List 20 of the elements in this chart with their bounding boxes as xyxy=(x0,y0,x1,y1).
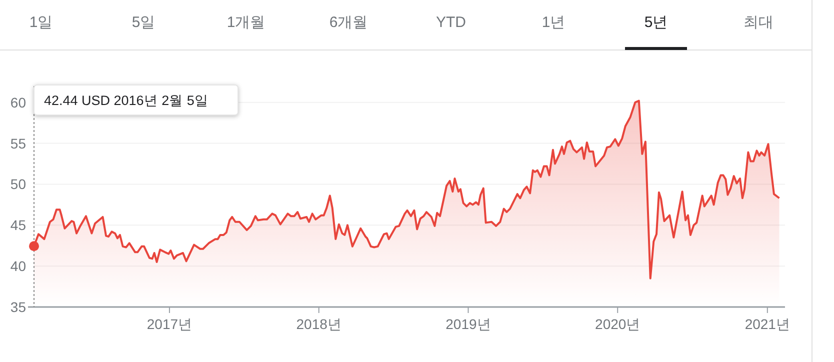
text: 5일 xyxy=(132,14,156,31)
x-tick-label: 2018년 xyxy=(296,316,342,332)
x-tick-label: 2017년 xyxy=(146,316,192,332)
y-tick-label: 50 xyxy=(10,176,26,192)
text: 1일 xyxy=(29,14,53,31)
text: YTD xyxy=(436,14,466,31)
text: 최대 xyxy=(744,14,774,31)
text: 1년 xyxy=(542,14,566,31)
annotation: 42.44 USD 2016년 2월 5일 xyxy=(44,93,208,108)
y-tick-label: 45 xyxy=(10,217,26,234)
y-tick-label: 60 xyxy=(10,94,26,110)
x-tick-label: 2020년 xyxy=(595,316,640,332)
y-tick-label: 35 xyxy=(10,299,26,315)
x-tick-label: 2021년 xyxy=(744,316,790,332)
y-tick-label: 55 xyxy=(10,135,26,152)
text: 1개월 xyxy=(226,14,266,31)
text: 6개월 xyxy=(329,14,368,31)
y-tick-label: 40 xyxy=(10,258,26,274)
text: 5년 xyxy=(644,14,668,31)
x-tick-label: 2019년 xyxy=(446,316,491,332)
